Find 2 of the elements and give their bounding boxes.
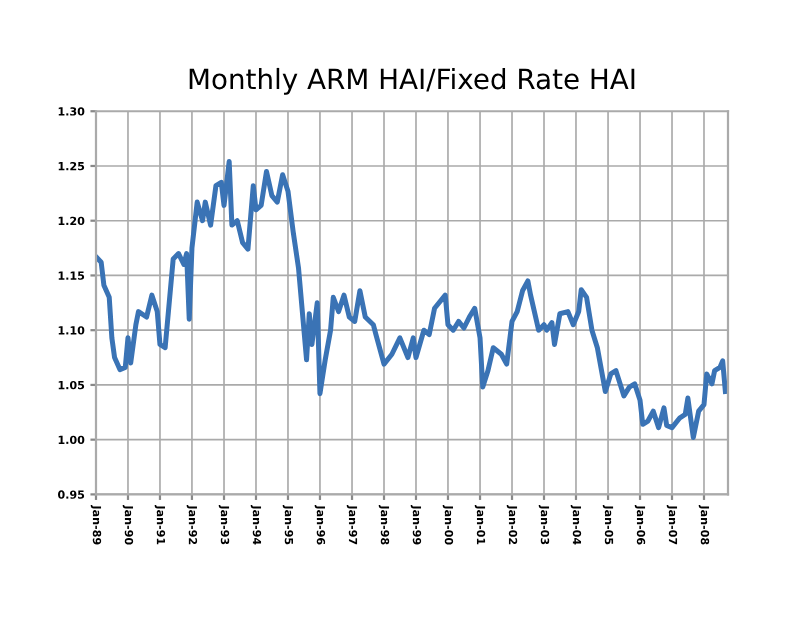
chart-title: Monthly ARM HAI/Fixed Rate HAI xyxy=(189,67,635,95)
line-series xyxy=(96,159,728,440)
